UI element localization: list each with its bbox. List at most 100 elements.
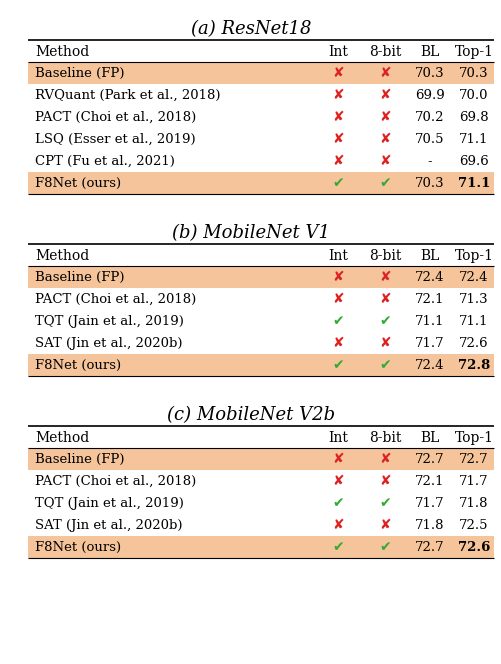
- Text: 8-bit: 8-bit: [368, 431, 400, 445]
- Text: 72.4: 72.4: [414, 271, 444, 284]
- Text: (a) ResNet18: (a) ResNet18: [190, 20, 311, 38]
- Text: TQT (Jain et al., 2019): TQT (Jain et al., 2019): [35, 497, 183, 510]
- Text: PACT (Choi et al., 2018): PACT (Choi et al., 2018): [35, 475, 196, 488]
- Text: Top-1: Top-1: [453, 431, 492, 445]
- Text: ✘: ✘: [378, 110, 390, 124]
- Text: Top-1: Top-1: [453, 249, 492, 263]
- Text: ✘: ✘: [332, 475, 343, 489]
- Text: ✘: ✘: [332, 66, 343, 80]
- Text: ✔: ✔: [332, 315, 343, 329]
- Text: F8Net (ours): F8Net (ours): [35, 177, 121, 190]
- Text: ✘: ✘: [378, 132, 390, 147]
- Text: PACT (Choi et al., 2018): PACT (Choi et al., 2018): [35, 293, 196, 306]
- Text: 72.4: 72.4: [458, 271, 488, 284]
- Bar: [28, 448, 493, 470]
- Text: 69.6: 69.6: [458, 155, 488, 168]
- Text: Int: Int: [328, 45, 347, 59]
- Text: ✘: ✘: [378, 270, 390, 284]
- Text: 69.9: 69.9: [414, 89, 444, 102]
- Text: RVQuant (Park et al., 2018): RVQuant (Park et al., 2018): [35, 89, 220, 102]
- Bar: [28, 354, 493, 376]
- Text: Baseline (FP): Baseline (FP): [35, 67, 124, 80]
- Text: TQT (Jain et al., 2019): TQT (Jain et al., 2019): [35, 315, 183, 328]
- Text: 72.5: 72.5: [458, 519, 488, 532]
- Text: Baseline (FP): Baseline (FP): [35, 271, 124, 284]
- Text: 70.3: 70.3: [414, 177, 444, 190]
- Text: Method: Method: [35, 249, 89, 263]
- Text: ✔: ✔: [378, 359, 390, 373]
- Text: 71.7: 71.7: [414, 337, 444, 350]
- Text: 72.6: 72.6: [457, 541, 489, 554]
- Text: ✘: ✘: [378, 452, 390, 466]
- Text: ✘: ✘: [378, 337, 390, 351]
- Text: SAT (Jin et al., 2020b): SAT (Jin et al., 2020b): [35, 337, 182, 350]
- Text: LSQ (Esser et al., 2019): LSQ (Esser et al., 2019): [35, 133, 195, 146]
- Text: ✘: ✘: [378, 292, 390, 307]
- Text: 70.3: 70.3: [414, 67, 444, 80]
- Text: Int: Int: [328, 249, 347, 263]
- Text: F8Net (ours): F8Net (ours): [35, 359, 121, 372]
- Text: ✘: ✘: [332, 132, 343, 147]
- Text: 71.1: 71.1: [414, 315, 444, 328]
- Text: 72.1: 72.1: [414, 475, 444, 488]
- Text: (b) MobileNet V1: (b) MobileNet V1: [172, 224, 329, 242]
- Text: Top-1: Top-1: [453, 45, 492, 59]
- Text: Int: Int: [328, 431, 347, 445]
- Text: Baseline (FP): Baseline (FP): [35, 453, 124, 466]
- Bar: [28, 62, 493, 84]
- Text: ✘: ✘: [378, 475, 390, 489]
- Text: 72.7: 72.7: [414, 453, 444, 466]
- Bar: [28, 536, 493, 558]
- Text: 72.6: 72.6: [458, 337, 488, 350]
- Text: ✔: ✔: [332, 497, 343, 511]
- Text: 69.8: 69.8: [458, 111, 488, 124]
- Text: ✘: ✘: [332, 337, 343, 351]
- Text: 70.0: 70.0: [458, 89, 488, 102]
- Text: 70.5: 70.5: [414, 133, 444, 146]
- Text: ✘: ✘: [378, 66, 390, 80]
- Text: SAT (Jin et al., 2020b): SAT (Jin et al., 2020b): [35, 519, 182, 532]
- Text: 70.3: 70.3: [458, 67, 488, 80]
- Text: 72.8: 72.8: [457, 359, 489, 372]
- Text: ✘: ✘: [332, 452, 343, 466]
- Text: ✘: ✘: [332, 292, 343, 307]
- Text: 71.1: 71.1: [458, 133, 488, 146]
- Text: ✘: ✘: [378, 155, 390, 169]
- Text: ✘: ✘: [332, 270, 343, 284]
- Text: Method: Method: [35, 431, 89, 445]
- Text: 71.7: 71.7: [458, 475, 488, 488]
- Text: 70.2: 70.2: [414, 111, 444, 124]
- Text: 71.1: 71.1: [458, 315, 488, 328]
- Text: ✘: ✘: [378, 519, 390, 533]
- Text: 8-bit: 8-bit: [368, 249, 400, 263]
- Text: ✔: ✔: [378, 177, 390, 191]
- Text: (c) MobileNet V2b: (c) MobileNet V2b: [167, 406, 334, 424]
- Text: 71.8: 71.8: [414, 519, 444, 532]
- Text: BL: BL: [419, 249, 439, 263]
- Text: ✔: ✔: [378, 540, 390, 554]
- Text: 71.1: 71.1: [457, 177, 489, 190]
- Text: BL: BL: [419, 45, 439, 59]
- Text: ✘: ✘: [332, 155, 343, 169]
- Text: ✘: ✘: [332, 110, 343, 124]
- Text: ✘: ✘: [378, 88, 390, 102]
- Text: BL: BL: [419, 431, 439, 445]
- Text: 72.4: 72.4: [414, 359, 444, 372]
- Text: ✔: ✔: [378, 497, 390, 511]
- Text: 71.7: 71.7: [414, 497, 444, 510]
- Text: ✔: ✔: [332, 359, 343, 373]
- Text: Method: Method: [35, 45, 89, 59]
- Text: PACT (Choi et al., 2018): PACT (Choi et al., 2018): [35, 111, 196, 124]
- Text: 71.8: 71.8: [458, 497, 488, 510]
- Bar: [28, 266, 493, 288]
- Text: CPT (Fu et al., 2021): CPT (Fu et al., 2021): [35, 155, 174, 168]
- Text: 72.1: 72.1: [414, 293, 444, 306]
- Text: ✔: ✔: [332, 540, 343, 554]
- Text: 71.3: 71.3: [458, 293, 488, 306]
- Text: 72.7: 72.7: [414, 541, 444, 554]
- Text: ✘: ✘: [332, 88, 343, 102]
- Text: ✔: ✔: [332, 177, 343, 191]
- Bar: [28, 172, 493, 194]
- Text: ✘: ✘: [332, 519, 343, 533]
- Text: 8-bit: 8-bit: [368, 45, 400, 59]
